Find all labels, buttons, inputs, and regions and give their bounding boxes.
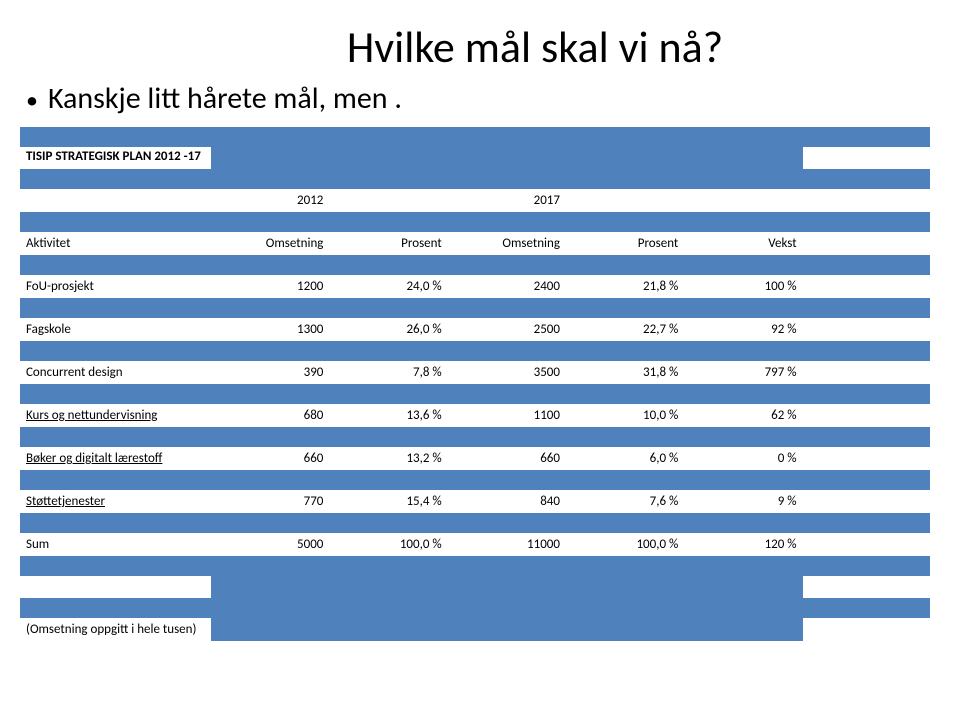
year-2012: 2012: [211, 189, 329, 212]
plan-table: TISIP STRATEGISK PLAN 2012 -17 2012 2017: [20, 127, 930, 641]
row-p2: 10,0 %: [566, 404, 684, 427]
row-p2: 22,7 %: [566, 318, 684, 341]
row-p1: 13,6 %: [329, 404, 447, 427]
row-o2: 2400: [448, 275, 566, 298]
row-p2: 7,6 %: [566, 490, 684, 513]
header-pct1: Prosent: [329, 232, 447, 255]
footnote-row: (Omsetning oppgitt i hele tusen): [20, 618, 930, 641]
year-2017: 2017: [448, 189, 566, 212]
row-p1: 7,8 %: [329, 361, 447, 384]
plan-title-text: TISIP STRATEGISK PLAN 2012 -17: [20, 147, 211, 169]
slide-page: Hvilke mål skal vi nå? • Kanskje litt hå…: [0, 0, 960, 661]
blank-row: [20, 576, 930, 598]
sum-o1: 5000: [211, 533, 329, 556]
year-row: 2012 2017: [20, 189, 930, 212]
blue-separator: [20, 384, 930, 404]
row-o2: 660: [448, 447, 566, 470]
sum-o2: 11000: [448, 533, 566, 556]
blue-separator: [20, 255, 930, 275]
row-label: FoU-prosjekt: [20, 275, 211, 298]
bullet: •: [26, 86, 38, 115]
blue-separator: [20, 212, 930, 232]
table-row: FoU-prosjekt120024,0 %240021,8 %100 %: [20, 275, 930, 298]
table-row: Kurs og nettundervisning68013,6 %110010,…: [20, 404, 930, 427]
header-growth: Vekst: [684, 232, 802, 255]
header-activity: Aktivitet: [20, 232, 211, 255]
row-o1: 770: [211, 490, 329, 513]
table-row: Bøker og digitalt lærestoff66013,2 %6606…: [20, 447, 930, 470]
row-label: Kurs og nettundervisning: [20, 404, 211, 427]
row-p1: 26,0 %: [329, 318, 447, 341]
row-g: 62 %: [684, 404, 802, 427]
row-g: 9 %: [684, 490, 802, 513]
table-row: Concurrent design3907,8 %350031,8 %797 %: [20, 361, 930, 384]
row-g: 100 %: [684, 275, 802, 298]
sum-label: Sum: [20, 533, 211, 556]
row-o2: 3500: [448, 361, 566, 384]
blue-separator: [20, 556, 930, 576]
row-g: 797 %: [684, 361, 802, 384]
table-row: Fagskole130026,0 %250022,7 %92 %: [20, 318, 930, 341]
row-o2: 840: [448, 490, 566, 513]
header-pct2: Prosent: [566, 232, 684, 255]
row-label: Concurrent design: [20, 361, 211, 384]
subtitle: Kanskje litt hårete mål, men .: [48, 80, 402, 117]
plan-title-row: TISIP STRATEGISK PLAN 2012 -17: [20, 147, 930, 169]
footnote: (Omsetning oppgitt i hele tusen): [20, 618, 211, 641]
sum-row: Sum 5000 100,0 % 11000 100,0 % 120 %: [20, 533, 930, 556]
row-o1: 680: [211, 404, 329, 427]
table-row: Støttetjenester77015,4 %8407,6 %9 %: [20, 490, 930, 513]
blue-separator: [20, 341, 930, 361]
row-g: 92 %: [684, 318, 802, 341]
blue-separator: [20, 169, 930, 189]
sum-p2: 100,0 %: [566, 533, 684, 556]
row-p1: 15,4 %: [329, 490, 447, 513]
table-top-bar: [20, 127, 930, 147]
row-o1: 660: [211, 447, 329, 470]
blue-separator: [20, 598, 930, 618]
row-o1: 390: [211, 361, 329, 384]
header-oms1: Omsetning: [211, 232, 329, 255]
header-row: Aktivitet Omsetning Prosent Omsetning Pr…: [20, 232, 930, 255]
row-p1: 24,0 %: [329, 275, 447, 298]
row-g: 0 %: [684, 447, 802, 470]
page-title: Hvilke mål skal vi nå?: [140, 20, 930, 74]
row-p2: 31,8 %: [566, 361, 684, 384]
row-p2: 21,8 %: [566, 275, 684, 298]
sum-g: 120 %: [684, 533, 802, 556]
header-oms2: Omsetning: [448, 232, 566, 255]
row-o1: 1200: [211, 275, 329, 298]
row-p1: 13,2 %: [329, 447, 447, 470]
blue-separator: [20, 513, 930, 533]
row-o1: 1300: [211, 318, 329, 341]
row-o2: 1100: [448, 404, 566, 427]
subtitle-row: • Kanskje litt hårete mål, men .: [20, 80, 930, 117]
row-label: Støttetjenester: [20, 490, 211, 513]
row-o2: 2500: [448, 318, 566, 341]
blue-separator: [20, 298, 930, 318]
row-label: Fagskole: [20, 318, 211, 341]
sum-p1: 100,0 %: [329, 533, 447, 556]
row-p2: 6,0 %: [566, 447, 684, 470]
row-label: Bøker og digitalt lærestoff: [20, 447, 211, 470]
blue-separator: [20, 427, 930, 447]
blue-separator: [20, 470, 930, 490]
